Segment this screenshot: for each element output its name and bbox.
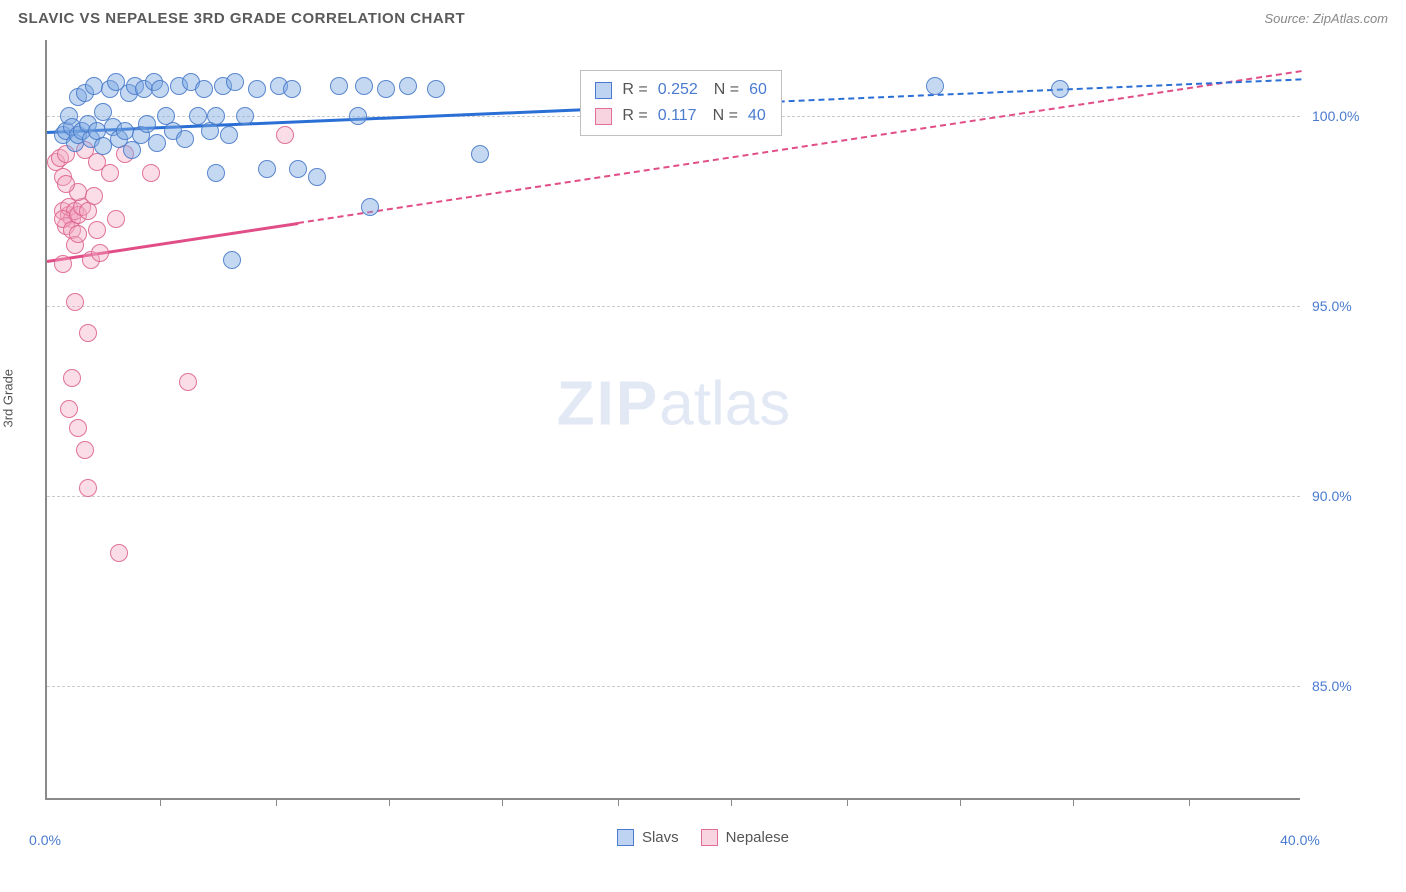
data-point	[226, 73, 244, 91]
legend-row: R = 0.117 N = 40	[595, 103, 767, 129]
x-tick	[502, 798, 503, 806]
swatch-pink-icon	[595, 108, 612, 125]
data-point	[66, 293, 84, 311]
gridline	[47, 686, 1300, 687]
r-label: R =	[622, 77, 647, 103]
x-tick	[276, 798, 277, 806]
data-point	[110, 544, 128, 562]
n-value: 60	[749, 77, 767, 103]
data-point	[69, 225, 87, 243]
x-tick-label: 40.0%	[1280, 832, 1320, 848]
data-point	[88, 221, 106, 239]
x-tick	[160, 798, 161, 806]
y-tick-label: 90.0%	[1312, 488, 1352, 504]
data-point	[195, 80, 213, 98]
data-point	[471, 145, 489, 163]
data-point	[1051, 80, 1069, 98]
x-tick	[1189, 798, 1190, 806]
chart-title: SLAVIC VS NEPALESE 3RD GRADE CORRELATION…	[18, 10, 465, 27]
data-point	[54, 255, 72, 273]
swatch-pink-icon	[701, 829, 718, 846]
data-point	[138, 115, 156, 133]
data-point	[76, 441, 94, 459]
data-point	[308, 168, 326, 186]
data-point	[207, 164, 225, 182]
data-point	[107, 210, 125, 228]
r-label: R =	[622, 103, 647, 129]
data-point	[151, 80, 169, 98]
correlation-legend: R = 0.252 N = 60 R = 0.117 N = 40	[580, 70, 782, 136]
chart-container: 3rd Grade ZIPatlas R =0.252N =60R = 0.11…	[0, 40, 1406, 862]
data-point	[60, 400, 78, 418]
y-tick-label: 85.0%	[1312, 678, 1352, 694]
data-point	[79, 479, 97, 497]
x-tick	[1073, 798, 1074, 806]
source-text: Source: ZipAtlas.com	[1264, 11, 1388, 26]
x-tick	[847, 798, 848, 806]
legend-slavs-label: Slavs	[642, 829, 679, 846]
legend-nepalese-label: Nepalese	[726, 829, 789, 846]
data-point	[69, 419, 87, 437]
gridline	[47, 496, 1300, 497]
data-point	[248, 80, 266, 98]
data-point	[91, 244, 109, 262]
data-point	[123, 141, 141, 159]
y-tick-label: 100.0%	[1312, 108, 1359, 124]
x-tick	[389, 798, 390, 806]
plot-area: ZIPatlas R = 0.252 N = 60 R = 0.117 N = 40	[45, 40, 1300, 800]
n-label: N =	[713, 103, 738, 129]
n-value: 40	[748, 103, 766, 129]
x-tick	[618, 798, 619, 806]
data-point	[361, 198, 379, 216]
y-axis-label: 3rd Grade	[1, 369, 16, 428]
watermark: ZIPatlas	[557, 368, 790, 439]
data-point	[63, 369, 81, 387]
data-point	[207, 107, 225, 125]
data-point	[330, 77, 348, 95]
data-point	[283, 80, 301, 98]
data-point	[57, 175, 75, 193]
x-tick-label: 0.0%	[29, 832, 61, 848]
data-point	[377, 80, 395, 98]
data-point	[85, 187, 103, 205]
n-label: N =	[714, 77, 739, 103]
data-point	[142, 164, 160, 182]
y-tick-label: 95.0%	[1312, 298, 1352, 314]
data-point	[349, 107, 367, 125]
data-point	[179, 373, 197, 391]
x-tick	[731, 798, 732, 806]
data-point	[79, 324, 97, 342]
data-point	[220, 126, 238, 144]
gridline	[47, 306, 1300, 307]
swatch-blue-icon	[617, 829, 634, 846]
data-point	[289, 160, 307, 178]
data-point	[148, 134, 166, 152]
data-point	[355, 77, 373, 95]
data-point	[276, 126, 294, 144]
trend-line	[298, 70, 1302, 224]
data-point	[101, 164, 119, 182]
data-point	[926, 77, 944, 95]
legend-slavs: Slavs	[617, 829, 679, 846]
data-point	[176, 130, 194, 148]
data-point	[427, 80, 445, 98]
legend-row: R = 0.252 N = 60	[595, 77, 767, 103]
data-point	[189, 107, 207, 125]
r-value: 0.252	[658, 77, 698, 103]
x-tick	[960, 798, 961, 806]
bottom-legend: Slavs Nepalese	[0, 829, 1406, 846]
data-point	[258, 160, 276, 178]
data-point	[399, 77, 417, 95]
legend-nepalese: Nepalese	[701, 829, 789, 846]
data-point	[223, 251, 241, 269]
swatch-blue-icon	[595, 82, 612, 99]
data-point	[236, 107, 254, 125]
r-value: 0.117	[658, 103, 697, 129]
